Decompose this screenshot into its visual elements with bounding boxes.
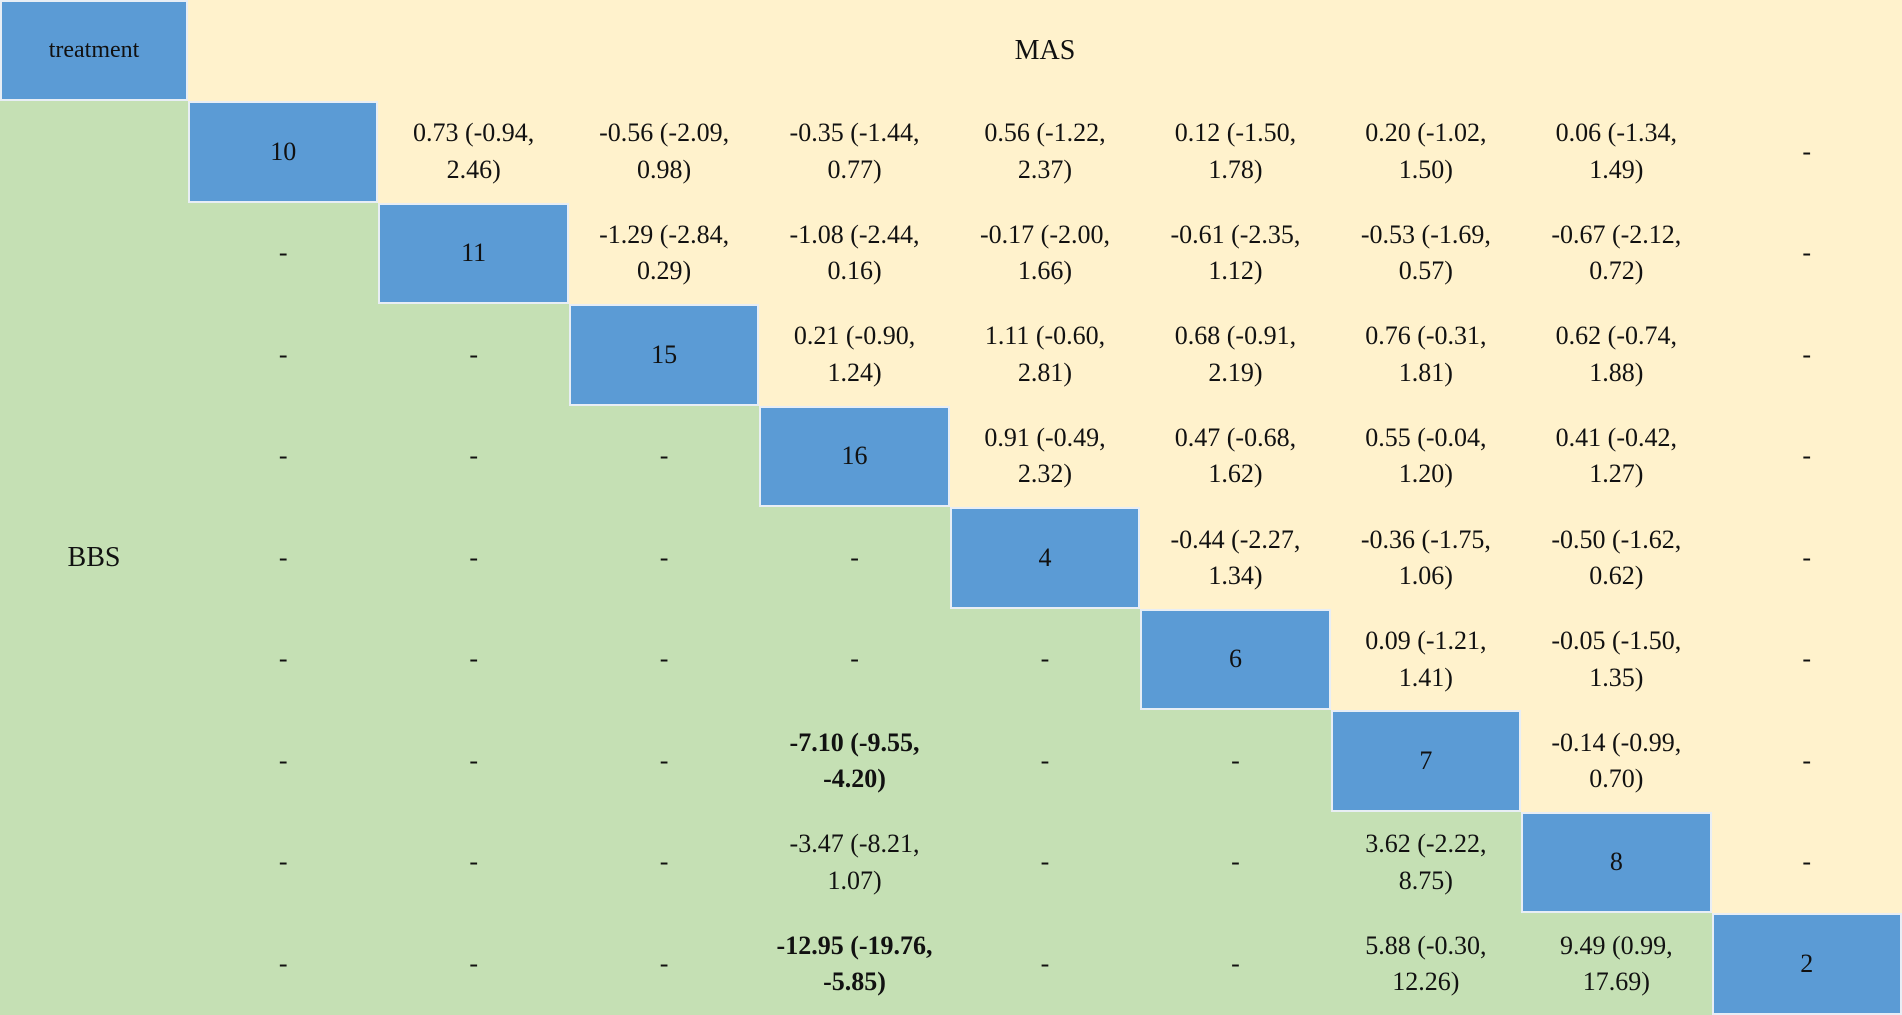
table-cell: - xyxy=(188,913,379,1015)
table-cell: - xyxy=(1140,913,1331,1015)
diagonal-cell: 10 xyxy=(188,101,379,203)
table-cell: - xyxy=(378,507,569,609)
table-cell: 0.47 (-0.68, 1.62) xyxy=(1140,405,1331,508)
table-cell: 0.76 (-0.31, 1.81) xyxy=(1330,304,1522,406)
table-cell: - xyxy=(378,710,569,812)
table-cell: - xyxy=(568,405,760,508)
table-cell: - xyxy=(378,811,569,914)
table-cell: 9.49 (0.99, 17.69) xyxy=(1521,913,1712,1015)
table-cell: - xyxy=(1711,710,1902,812)
table-cell: -1.29 (-2.84, 0.29) xyxy=(568,202,760,305)
table-cell: -12.95 (-19.76, -5.85) xyxy=(759,913,950,1015)
table-cell: - xyxy=(188,608,379,711)
table-cell: 0.21 (-0.90, 1.24) xyxy=(759,304,950,406)
table-cell: 0.68 (-0.91, 2.19) xyxy=(1140,304,1331,406)
table-cell: -0.44 (-2.27, 1.34) xyxy=(1140,507,1331,609)
table-cell: - xyxy=(378,405,569,508)
table-cell: -0.53 (-1.69, 0.57) xyxy=(1330,202,1522,305)
corner-header: treatment xyxy=(0,0,188,101)
table-cell: - xyxy=(188,405,379,508)
diagonal-cell: 8 xyxy=(1521,811,1712,914)
table-cell: - xyxy=(188,710,379,812)
table-cell: 0.62 (-0.74, 1.88) xyxy=(1521,304,1712,406)
table-cell: - xyxy=(759,608,950,711)
table-cell: - xyxy=(949,710,1141,812)
diagonal-cell: 2 xyxy=(1711,913,1902,1015)
column-group-header: MAS xyxy=(188,0,1902,101)
table-cell: - xyxy=(568,507,760,609)
table-cell: -0.14 (-0.99, 0.70) xyxy=(1521,710,1712,812)
table-cell: - xyxy=(188,304,379,406)
table-cell: - xyxy=(1711,811,1902,914)
table-cell: 5.88 (-0.30, 12.26) xyxy=(1330,913,1522,1015)
table-cell: - xyxy=(1711,202,1902,305)
table-cell: -0.05 (-1.50, 1.35) xyxy=(1521,608,1712,711)
table-cell: - xyxy=(568,608,760,711)
diagonal-cell: 4 xyxy=(949,507,1141,609)
table-cell: - xyxy=(1711,101,1902,203)
table-cell: - xyxy=(188,507,379,609)
table-cell: 0.56 (-1.22, 2.37) xyxy=(949,101,1141,203)
table-cell: -0.35 (-1.44, 0.77) xyxy=(759,101,950,203)
table-cell: - xyxy=(949,913,1141,1015)
table-cell: - xyxy=(568,710,760,812)
table-cell: -0.17 (-2.00, 1.66) xyxy=(949,202,1141,305)
table-cell: - xyxy=(378,608,569,711)
table-cell: 0.06 (-1.34, 1.49) xyxy=(1521,101,1712,203)
table-cell: - xyxy=(188,202,379,305)
table-cell: - xyxy=(1711,608,1902,711)
table-cell: 0.91 (-0.49, 2.32) xyxy=(949,405,1141,508)
table-cell: 0.55 (-0.04, 1.20) xyxy=(1330,405,1522,508)
table-cell: -7.10 (-9.55, -4.20) xyxy=(759,710,950,812)
diagonal-cell: 6 xyxy=(1140,608,1331,711)
table-cell: - xyxy=(759,507,950,609)
diagonal-cell: 11 xyxy=(378,202,569,305)
table-cell: - xyxy=(949,811,1141,914)
table-cell: - xyxy=(1711,304,1902,406)
table-cell: -1.08 (-2.44, 0.16) xyxy=(759,202,950,305)
table-cell: 0.41 (-0.42, 1.27) xyxy=(1521,405,1712,508)
table-cell: - xyxy=(1140,710,1331,812)
table-cell: - xyxy=(188,811,379,914)
table-cell: 0.73 (-0.94, 2.46) xyxy=(378,101,569,203)
diagonal-cell: 15 xyxy=(568,304,760,406)
table-cell: 0.09 (-1.21, 1.41) xyxy=(1330,608,1522,711)
diagonal-cell: 7 xyxy=(1330,710,1522,812)
table-cell: - xyxy=(949,608,1141,711)
table-cell: - xyxy=(1140,811,1331,914)
table-cell: -0.67 (-2.12, 0.72) xyxy=(1521,202,1712,305)
table-cell: - xyxy=(568,811,760,914)
table-cell: 3.62 (-2.22, 8.75) xyxy=(1330,811,1522,914)
table-cell: - xyxy=(568,913,760,1015)
table-cell: -0.56 (-2.09, 0.98) xyxy=(568,101,760,203)
row-group-header: BBS xyxy=(0,101,188,1015)
table-cell: - xyxy=(1711,405,1902,508)
table-cell: -0.61 (-2.35, 1.12) xyxy=(1140,202,1331,305)
table-cell: 0.20 (-1.02, 1.50) xyxy=(1330,101,1522,203)
diagonal-cell: 16 xyxy=(759,405,950,508)
table-cell: - xyxy=(378,304,569,406)
table-cell: 0.12 (-1.50, 1.78) xyxy=(1140,101,1331,203)
table-cell: -0.36 (-1.75, 1.06) xyxy=(1330,507,1522,609)
table-cell: - xyxy=(378,913,569,1015)
table-cell: 1.11 (-0.60, 2.81) xyxy=(949,304,1141,406)
table-cell: -3.47 (-8.21, 1.07) xyxy=(759,811,950,914)
table-cell: - xyxy=(1711,507,1902,609)
table-cell: -0.50 (-1.62, 0.62) xyxy=(1521,507,1712,609)
